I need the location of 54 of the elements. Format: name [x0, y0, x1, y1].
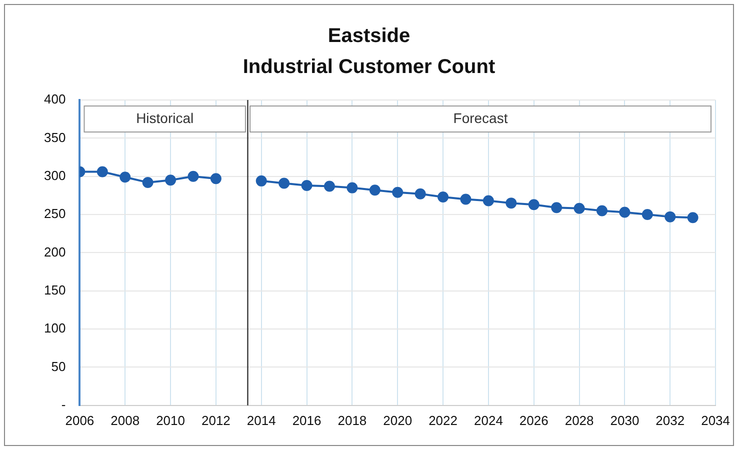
x-tick-label: 2022	[428, 412, 458, 428]
y-tick-label: 150	[44, 282, 66, 298]
point	[346, 182, 358, 194]
chart-title: Eastside	[326, 25, 412, 48]
point	[574, 202, 585, 214]
point	[142, 176, 154, 188]
point	[120, 172, 131, 183]
x-tick-label: 2016	[292, 412, 322, 428]
point	[528, 199, 540, 210]
x-tick-label: 2034	[701, 412, 730, 428]
y-tick-label: 250	[44, 206, 66, 222]
band-label: Historical	[136, 110, 194, 126]
point	[596, 205, 608, 216]
point	[506, 198, 517, 209]
point	[687, 212, 698, 224]
point	[664, 211, 676, 222]
point	[414, 188, 426, 200]
point	[278, 178, 290, 189]
x-tick-label: 2014	[246, 412, 276, 428]
point	[301, 180, 312, 192]
x-tick-label: 2028	[564, 412, 594, 428]
y-tick-label: 300	[44, 168, 66, 183]
point	[210, 173, 222, 184]
x-tick-label: 2020	[383, 412, 412, 428]
y-tick-label: 200	[44, 244, 66, 260]
point	[642, 209, 653, 220]
x-tick-label: 2006	[65, 412, 94, 428]
point	[256, 175, 267, 186]
y-tick-label: 350	[44, 130, 66, 145]
point	[324, 180, 335, 192]
chart-subtitle: Industrial Customer Count	[242, 56, 496, 79]
x-tick-label: 2030	[610, 412, 640, 428]
x-tick-label: 2032	[656, 412, 685, 428]
point	[96, 166, 108, 178]
band-label: Forecast	[453, 110, 508, 126]
point	[619, 206, 630, 218]
y-tick-label: 400	[44, 92, 66, 107]
point	[551, 202, 562, 214]
y-tick-label: -	[61, 396, 66, 412]
point	[392, 186, 404, 198]
point	[369, 184, 380, 196]
point	[165, 174, 176, 186]
x-tick-label: 2008	[110, 412, 140, 428]
x-tick-label: 2012	[201, 412, 230, 428]
y-tick-label: 50	[51, 358, 66, 374]
point	[188, 170, 199, 182]
x-tick-label: 2018	[338, 412, 367, 428]
y-tick-label: 100	[44, 320, 66, 336]
point	[438, 191, 449, 202]
x-tick-label: 2024	[474, 412, 503, 428]
point	[460, 194, 472, 205]
x-tick-label: 2010	[156, 412, 185, 428]
x-tick-label: 2026	[519, 412, 548, 428]
point	[482, 195, 494, 206]
